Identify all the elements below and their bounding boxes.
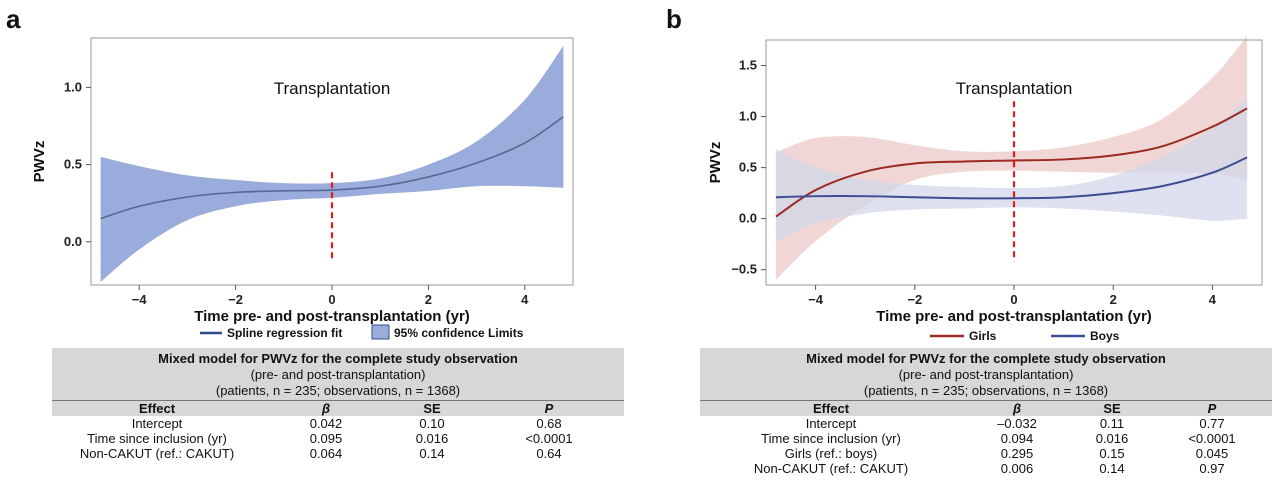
table-cell: 0.68	[536, 416, 562, 431]
stats-table-a: Mixed model for PWVz for the complete st…	[52, 348, 624, 461]
table-cell: 0.64	[536, 446, 562, 461]
table-cell: Girls (ref.: boys)	[784, 446, 878, 461]
column-header: SE	[1103, 401, 1121, 416]
panel-letter-b: b	[666, 4, 682, 34]
column-header: Effect	[812, 401, 850, 416]
transplantation-annotation: Transplantation	[956, 79, 1073, 98]
table-cell: Non-CAKUT (ref.: CAKUT)	[79, 446, 235, 461]
table-cell: 0.042	[309, 416, 343, 431]
table-counts: (patients, n = 235; observations, n = 13…	[215, 383, 461, 398]
legend-item: 95% confidence Limits	[371, 324, 524, 340]
y-axis-label: PWVz	[707, 142, 724, 184]
x-tick-label: 4	[1209, 292, 1217, 307]
table-header-block: Mixed model for PWVz for the complete st…	[52, 348, 624, 400]
table-cell: Time since inclusion (yr)	[761, 431, 901, 446]
table-title: Mixed model for PWVz for the complete st…	[806, 351, 1166, 366]
y-tick-label: 0.5	[739, 160, 757, 175]
legend-item: Spline regression fit	[200, 326, 342, 340]
stats-table-b: Mixed model for PWVz for the complete st…	[700, 348, 1272, 476]
table-cell: 0.016	[1095, 431, 1129, 446]
y-tick-label: 0.0	[64, 234, 82, 249]
x-tick-label: 4	[521, 292, 529, 307]
table-cell: 0.095	[309, 431, 343, 446]
legend-label: Girls	[969, 329, 997, 343]
table-column-headers: Effect β SE P	[52, 400, 624, 416]
table-cell: 0.97	[1199, 461, 1225, 476]
series-line-boys	[775, 156, 1248, 200]
x-tick-label: −4	[132, 292, 148, 307]
table-cell: 0.10	[419, 416, 445, 431]
y-tick-label: −0.5	[731, 262, 757, 277]
table-cell: <0.0001	[1188, 431, 1236, 446]
table-cell: 0.11	[1099, 416, 1125, 431]
table-cell: 0.016	[415, 431, 449, 446]
panel-letter-a: a	[6, 4, 21, 34]
confidence-band-boys	[775, 98, 1248, 242]
table-cell: –0.032	[997, 416, 1037, 431]
table-column-headers: Effect β SE P	[700, 400, 1272, 416]
table-cell: 0.064	[309, 446, 343, 461]
table-cell: 0.77	[1199, 416, 1225, 431]
y-tick-label: 1.0	[739, 109, 757, 124]
y-tick-label: 0.0	[739, 211, 757, 226]
table-cell: 0.006	[1000, 461, 1034, 476]
x-tick-label: 0	[328, 292, 335, 307]
table-subtitle: (pre- and post-transplantation)	[250, 367, 426, 382]
table-row: Non-CAKUT (ref.: CAKUT) 0.006 0.14 0.97	[700, 461, 1272, 476]
table-row: Time since inclusion (yr) 0.095 0.016 <0.00…	[52, 431, 624, 446]
table-cell: Time since inclusion (yr)	[87, 431, 227, 446]
confidence-band-girls	[775, 35, 1248, 280]
x-tick-label: −4	[808, 292, 824, 307]
column-header: P	[544, 401, 554, 416]
x-tick-label: 2	[425, 292, 432, 307]
column-header: SE	[423, 401, 441, 416]
table-cell: 0.045	[1195, 446, 1229, 461]
table-cell: Intercept	[805, 416, 857, 431]
column-header: β	[1012, 401, 1022, 416]
table-title: Mixed model for PWVz for the complete st…	[158, 351, 518, 366]
series-line-spline-regression-fit	[100, 116, 564, 220]
x-axis-label: Time pre- and post-transplantation (yr)	[194, 308, 470, 325]
x-tick-label: −2	[228, 292, 243, 307]
table-counts: (patients, n = 235; observations, n = 13…	[863, 383, 1109, 398]
x-tick-label: −2	[907, 292, 922, 307]
table-cell: 0.295	[1000, 446, 1034, 461]
legend-swatch-box	[371, 324, 390, 340]
x-tick-label: 0	[1010, 292, 1017, 307]
table-cell: <0.0001	[525, 431, 573, 446]
legend-label: Boys	[1090, 329, 1120, 343]
series-line-girls	[775, 107, 1248, 218]
legend-label: Spline regression fit	[227, 326, 342, 340]
legend-label: 95% confidence Limits	[394, 326, 524, 340]
column-header: Effect	[138, 401, 176, 416]
table-cell: 0.15	[1099, 446, 1125, 461]
y-tick-label: 0.5	[64, 157, 82, 172]
column-header: β	[321, 401, 331, 416]
chart-a: Transplantation −4 −2 0 2 4 0.0 0.5 1.0 Time pre-…	[31, 37, 574, 340]
y-axis-label: PWVz	[31, 141, 48, 183]
chart-b: Transplantation −4 −2 0 2 4 −0.5 0.0 0.5 1.0 1.5 Ti…	[707, 35, 1263, 343]
x-tick-label: 2	[1110, 292, 1117, 307]
table-row: Girls (ref.: boys) 0.295 0.15 0.045	[700, 446, 1272, 461]
table-subtitle: (pre- and post-transplantation)	[898, 367, 1074, 382]
table-row: Intercept 0.042 0.10 0.68	[52, 416, 624, 431]
table-cell: Intercept	[131, 416, 183, 431]
y-tick-label: 1.0	[64, 79, 82, 94]
column-header: P	[1207, 401, 1217, 416]
y-tick-label: 1.5	[739, 58, 757, 73]
table-cell: 0.094	[1000, 431, 1034, 446]
table-header-block: Mixed model for PWVz for the complete st…	[700, 348, 1272, 400]
table-cell: 0.14	[1099, 461, 1125, 476]
table-cell: Non-CAKUT (ref.: CAKUT)	[753, 461, 909, 476]
table-row: Intercept –0.032 0.11 0.77	[700, 416, 1272, 431]
table-row: Time since inclusion (yr) 0.094 0.016 <0.00…	[700, 431, 1272, 446]
legend-item: Boys	[1051, 329, 1120, 343]
x-axis-label: Time pre- and post-transplantation (yr)	[876, 308, 1152, 325]
transplantation-annotation: Transplantation	[274, 79, 391, 98]
table-cell: 0.14	[419, 446, 445, 461]
legend-item: Girls	[930, 329, 997, 343]
table-row: Non-CAKUT (ref.: CAKUT) 0.064 0.14 0.64	[52, 446, 624, 461]
confidence-band-spline-regression-fit	[100, 45, 564, 282]
